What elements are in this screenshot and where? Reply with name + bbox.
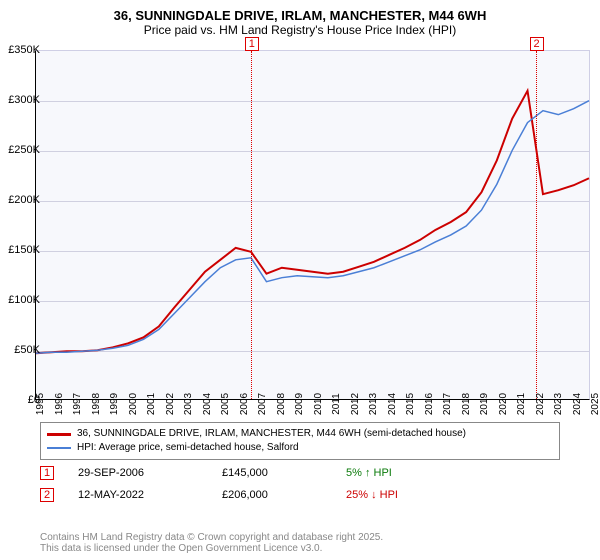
- plot-area: 12: [35, 50, 590, 400]
- legend-label: HPI: Average price, semi-detached house,…: [77, 441, 299, 455]
- legend-item: HPI: Average price, semi-detached house,…: [47, 441, 553, 455]
- x-tick: 2007: [257, 393, 268, 415]
- x-tick: 2023: [553, 393, 564, 415]
- event-index: 2: [40, 488, 54, 502]
- x-tick: 2015: [405, 393, 416, 415]
- chart-title: 36, SUNNINGDALE DRIVE, IRLAM, MANCHESTER…: [0, 0, 600, 23]
- y-tick: £100K: [8, 294, 40, 306]
- x-tick: 2018: [461, 393, 472, 415]
- event-row: 2 12-MAY-2022 £206,000 25% ↓ HPI: [40, 484, 560, 506]
- event-line: 2: [536, 51, 537, 399]
- x-tick: 2012: [350, 393, 361, 415]
- x-tick: 2008: [276, 393, 287, 415]
- x-tick: 1999: [109, 393, 120, 415]
- x-tick: 1998: [91, 393, 102, 415]
- legend-swatch: [47, 433, 71, 436]
- y-tick: £200K: [8, 194, 40, 206]
- event-delta: 25% ↓ HPI: [346, 484, 398, 506]
- y-tick: £300K: [8, 94, 40, 106]
- x-tick: 2019: [479, 393, 490, 415]
- x-tick: 1995: [35, 393, 46, 415]
- series-layer: [36, 51, 589, 399]
- x-tick: 2022: [535, 393, 546, 415]
- footer-line-1: Contains HM Land Registry data © Crown c…: [40, 532, 383, 543]
- x-tick: 1996: [54, 393, 65, 415]
- event-index: 1: [40, 466, 54, 480]
- x-tick: 2025: [590, 393, 600, 415]
- event-date: 12-MAY-2022: [78, 484, 198, 506]
- events-table: 1 29-SEP-2006 £145,000 5% ↑ HPI 2 12-MAY-2022…: [40, 462, 560, 506]
- event-price: £145,000: [222, 462, 322, 484]
- x-tick: 2013: [368, 393, 379, 415]
- event-line: 1: [251, 51, 252, 399]
- event-marker: 1: [245, 37, 259, 51]
- x-tick: 2010: [313, 393, 324, 415]
- x-tick: 2000: [128, 393, 139, 415]
- chart-subtitle: Price paid vs. HM Land Registry's House …: [0, 23, 600, 41]
- legend-swatch: [47, 447, 71, 449]
- legend-label: 36, SUNNINGDALE DRIVE, IRLAM, MANCHESTER…: [77, 427, 466, 441]
- y-tick: £250K: [8, 144, 40, 156]
- x-tick: 2004: [202, 393, 213, 415]
- footer-line-2: This data is licensed under the Open Gov…: [40, 543, 383, 554]
- x-tick: 2021: [516, 393, 527, 415]
- x-tick: 2020: [498, 393, 509, 415]
- x-tick: 2005: [220, 393, 231, 415]
- x-tick: 2002: [165, 393, 176, 415]
- x-tick: 2009: [294, 393, 305, 415]
- footer-attribution: Contains HM Land Registry data © Crown c…: [40, 532, 383, 554]
- x-tick: 2001: [146, 393, 157, 415]
- x-tick: 2017: [442, 393, 453, 415]
- y-tick: £50K: [14, 344, 40, 356]
- event-delta: 5% ↑ HPI: [346, 462, 392, 484]
- x-tick: 2011: [331, 393, 342, 415]
- x-tick: 2016: [424, 393, 435, 415]
- x-tick: 1997: [72, 393, 83, 415]
- x-tick: 2003: [183, 393, 194, 415]
- series-hpi: [36, 101, 589, 354]
- legend: 36, SUNNINGDALE DRIVE, IRLAM, MANCHESTER…: [40, 422, 560, 460]
- x-tick: 2014: [387, 393, 398, 415]
- event-date: 29-SEP-2006: [78, 462, 198, 484]
- event-price: £206,000: [222, 484, 322, 506]
- event-marker: 2: [530, 37, 544, 51]
- y-tick: £350K: [8, 44, 40, 56]
- y-tick: £150K: [8, 244, 40, 256]
- series-price_paid: [36, 91, 589, 353]
- x-tick: 2006: [239, 393, 250, 415]
- legend-item: 36, SUNNINGDALE DRIVE, IRLAM, MANCHESTER…: [47, 427, 553, 441]
- event-row: 1 29-SEP-2006 £145,000 5% ↑ HPI: [40, 462, 560, 484]
- x-tick: 2024: [572, 393, 583, 415]
